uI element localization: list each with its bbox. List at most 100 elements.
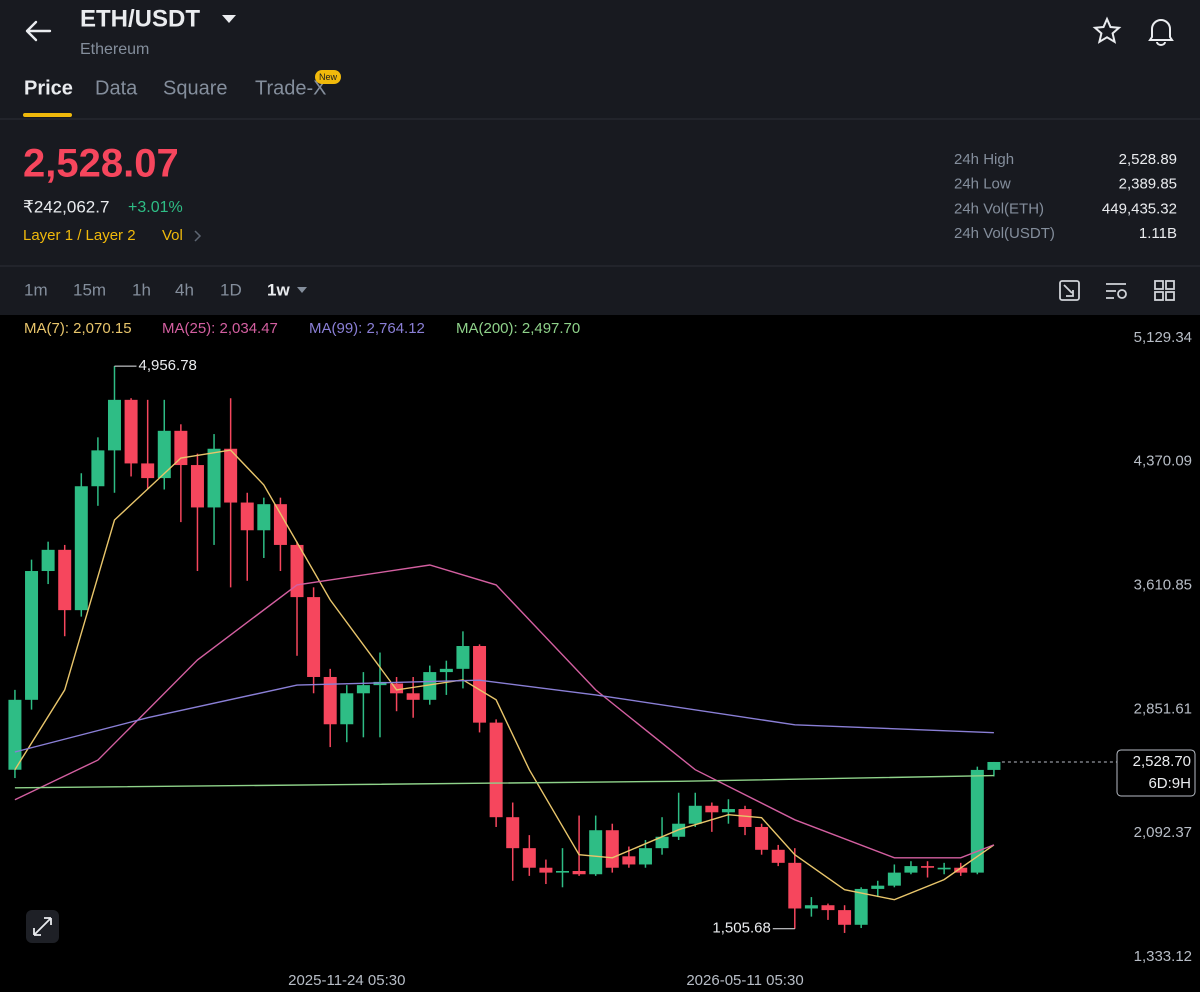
stat-label: 24h Low: [954, 176, 1011, 193]
y-tick-label: 4,370.09: [1134, 453, 1192, 470]
candle-body: [473, 646, 487, 723]
pair-title[interactable]: ETH/USDT: [80, 5, 200, 32]
candle-body: [954, 867, 968, 873]
tab[interactable]: Trade-X: [255, 77, 327, 99]
stat-label: 24h Vol(ETH): [954, 200, 1044, 217]
tab[interactable]: Price: [24, 77, 73, 99]
candle-body: [788, 862, 802, 909]
timeframe[interactable]: 4h: [175, 280, 194, 299]
legend-entry: MA(7): 2,070.15: [24, 320, 132, 337]
ma-line: [14, 449, 995, 901]
timeframe[interactable]: 15m: [73, 280, 106, 299]
price-tag-box: [1116, 749, 1196, 797]
candle-body: [224, 448, 238, 503]
candle-body: [207, 448, 221, 508]
timeframe[interactable]: 1D: [220, 280, 242, 299]
candle-body: [638, 848, 652, 865]
candle-body: [406, 693, 420, 700]
timeframe[interactable]: 1w: [267, 280, 290, 299]
legend-entry: MA(200): 2,497.70: [456, 320, 580, 337]
candle-body: [240, 502, 254, 531]
y-tick-label: 3,610.85: [1134, 577, 1192, 594]
candle-body: [589, 830, 603, 875]
candle-body: [290, 544, 304, 598]
alert-button[interactable]: [1148, 19, 1174, 46]
y-tick-label: 1,333.12: [1134, 948, 1192, 965]
ma-line: [14, 564, 995, 859]
candle-body: [423, 672, 437, 700]
candle-body: [273, 504, 287, 545]
candle-body: [804, 905, 818, 909]
new-badge-text: New: [319, 72, 338, 82]
candle-body: [190, 465, 204, 508]
candle-body: [157, 430, 171, 479]
candle-body: [439, 668, 453, 673]
candle-body: [887, 872, 901, 886]
candle-body: [904, 866, 918, 873]
expand-icon: [33, 917, 52, 936]
annotation-label: 1,505.68: [712, 920, 770, 937]
candle-body: [456, 646, 470, 669]
price-change: +3.01%: [128, 199, 183, 216]
new-badge: [315, 70, 341, 84]
y-tick-label: 2,851.61: [1134, 700, 1192, 717]
stat-label: 24h High: [954, 151, 1014, 168]
favorite-button[interactable]: [1092, 16, 1122, 44]
pair-dropdown[interactable]: [222, 15, 236, 23]
candle-body: [174, 430, 188, 466]
candle-body: [41, 549, 55, 572]
candle-body: [688, 805, 702, 824]
candle-body: [871, 885, 885, 889]
candle-body: [257, 504, 271, 531]
back-button[interactable]: [25, 20, 52, 42]
timeframe[interactable]: 1m: [24, 280, 48, 299]
stat-value: 1.11B: [1139, 225, 1177, 242]
candle-body: [74, 486, 88, 611]
annotation-label: 4,956.78: [138, 357, 196, 374]
ma-line: [14, 774, 994, 789]
candle-body: [572, 870, 586, 875]
x-tick-label: 2026-05-11 05:30: [686, 972, 803, 989]
price-tag-label: 2,528.70: [1133, 753, 1191, 770]
candle-body: [141, 463, 155, 479]
x-tick-label: 2025-11-24 05:30: [288, 972, 405, 989]
candle-body: [25, 571, 39, 700]
candle-body: [921, 866, 935, 868]
tab-bar: Price Data Square Trade-X: [24, 77, 327, 99]
tab[interactable]: Data: [95, 77, 138, 99]
candle-body: [323, 676, 337, 725]
tab[interactable]: Square: [163, 77, 228, 99]
active-tab-indicator: [23, 113, 72, 117]
stat-label: 24h Vol(USDT): [954, 225, 1055, 242]
candle-body: [307, 597, 321, 677]
fiat-price: ₹242,062.7: [23, 197, 109, 216]
stats-panel: 24h High 2,528.89 24h Low 2,389.85 24h Vol(E…: [954, 151, 1177, 242]
candle-body: [721, 809, 735, 813]
chevron: [194, 230, 202, 242]
candle-body: [622, 856, 636, 865]
stat-value: 449,435.32: [1102, 200, 1177, 217]
candle-body: [390, 683, 404, 694]
candle-body: [124, 399, 138, 464]
candle-body: [107, 399, 121, 451]
tag[interactable]: Vol: [162, 227, 183, 244]
candle-body: [58, 549, 72, 611]
timeframe-dropdown[interactable]: [297, 287, 307, 293]
last-price: 2,528.07: [23, 142, 179, 186]
chart-tools[interactable]: [1059, 280, 1175, 301]
candle-body: [838, 910, 852, 925]
candle-body: [854, 888, 868, 925]
tag[interactable]: Layer 1 / Layer 2: [23, 227, 136, 244]
candle-body: [340, 693, 354, 725]
timeframe[interactable]: 1h: [132, 280, 151, 299]
candle-body: [821, 905, 835, 911]
candle-body: [489, 722, 503, 818]
legend-entry: MA(99): 2,764.12: [309, 320, 425, 337]
candle-body: [987, 761, 1001, 770]
candle-body: [705, 805, 719, 813]
stat-value: 2,389.85: [1119, 176, 1177, 193]
candle-body: [937, 867, 951, 870]
candle-body: [522, 848, 536, 868]
stat-value: 2,528.89: [1119, 151, 1177, 168]
